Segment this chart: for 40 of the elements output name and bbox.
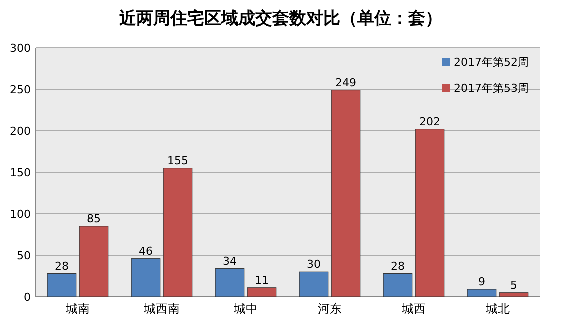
data-label: 9: [478, 276, 486, 289]
data-label: 5: [510, 278, 518, 292]
x-tick-label: 城西: [401, 302, 426, 316]
y-tick-label: 100: [10, 208, 31, 221]
data-label: 28: [391, 260, 405, 273]
data-label: 11: [255, 274, 269, 287]
y-tick-label: 0: [24, 290, 31, 304]
y-tick-label: 150: [10, 166, 31, 180]
bar: [79, 226, 109, 298]
data-label: 155: [168, 154, 188, 168]
x-tick-label: 河东: [318, 302, 342, 316]
data-label: 46: [139, 244, 153, 258]
bar: [331, 90, 361, 298]
legend-label: 2017年第52周: [454, 56, 529, 69]
data-label: 34: [223, 254, 237, 268]
data-label: 202: [420, 115, 440, 128]
bar: [415, 129, 445, 298]
bar: [163, 168, 193, 298]
bar: [299, 272, 329, 298]
bar: [131, 258, 161, 298]
x-tick-label: 城西南: [143, 302, 180, 316]
bar: [383, 274, 413, 298]
y-tick-label: 250: [10, 83, 31, 96]
data-label: 85: [87, 212, 101, 226]
y-tick-label: 300: [10, 42, 31, 55]
bar: [47, 274, 77, 298]
bar: [247, 288, 277, 298]
y-tick-label: 200: [10, 124, 31, 138]
bar: [467, 289, 497, 298]
y-tick-label: 50: [17, 249, 31, 262]
data-label: 30: [307, 258, 321, 272]
data-label: 249: [336, 76, 356, 90]
bar: [215, 268, 245, 298]
bar: [499, 292, 529, 298]
chart-title: 近两周住宅区域成交套数对比（单位：套）: [118, 9, 442, 29]
data-label: 28: [55, 260, 69, 273]
legend-label: 2017年第53周: [454, 82, 529, 95]
x-tick-label: 城南: [65, 302, 90, 316]
x-tick-label: 城北: [485, 302, 510, 316]
x-tick-label: 城中: [233, 302, 258, 316]
